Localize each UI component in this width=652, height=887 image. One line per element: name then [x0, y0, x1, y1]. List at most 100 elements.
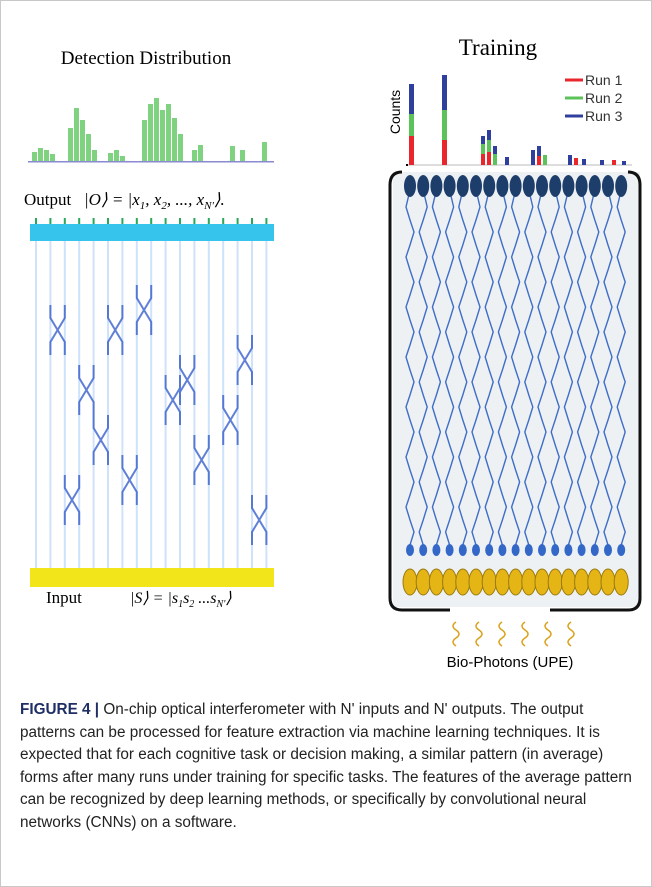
chip-waveguide [563, 189, 574, 546]
photon [498, 621, 506, 647]
input-port [524, 544, 533, 556]
chip-waveguide [405, 189, 415, 546]
chip-waveguide [418, 189, 428, 546]
chip-bracket [388, 170, 642, 612]
caption-label: FIGURE 4 | [20, 701, 100, 718]
formula-part: , ..., x [167, 190, 205, 209]
panel-title: Detection Distribution [61, 48, 232, 69]
chip-waveguide [524, 189, 534, 546]
input-port [419, 544, 428, 556]
output-label: Output [24, 190, 72, 209]
input-label: Input [46, 588, 82, 607]
input-port [590, 544, 599, 556]
detector-pin [222, 218, 225, 224]
detector-pin [265, 218, 268, 224]
output-port [588, 175, 601, 197]
output-port [509, 175, 522, 197]
formula-part: |O⟩ = |x [84, 190, 140, 209]
coupler [222, 395, 239, 445]
formula-part: ⟩. [214, 190, 225, 209]
source-port [587, 568, 603, 596]
detector-pin [164, 218, 167, 224]
input-port [406, 544, 414, 556]
input-port [617, 544, 626, 556]
chip-waveguide [603, 189, 613, 546]
input-port [577, 544, 586, 556]
coupler [251, 495, 268, 545]
output-port [575, 175, 588, 197]
legend-entry: Run 1 [585, 72, 623, 88]
source-port [534, 568, 550, 596]
panel-title: Training [459, 35, 538, 60]
detector-pin [35, 218, 37, 224]
input-port [604, 544, 612, 556]
chip-waveguide [484, 189, 494, 546]
photon [475, 621, 483, 647]
input-port [432, 544, 441, 556]
coupler [236, 335, 253, 385]
detector-pin [207, 218, 210, 224]
photon [544, 621, 552, 647]
formula-subscript: 1 [178, 599, 183, 610]
input-port [458, 544, 467, 556]
input-port [564, 544, 573, 556]
coupler [49, 305, 66, 355]
detector-pin [150, 218, 153, 224]
output-port [470, 175, 482, 197]
coupler [135, 285, 153, 335]
source-port [508, 568, 524, 596]
output-port [615, 175, 628, 197]
photon [452, 621, 460, 647]
detector-pin [78, 218, 81, 224]
detector-pin [92, 218, 95, 224]
detector-pin [179, 218, 181, 224]
input-port [445, 544, 454, 556]
detector-pin [135, 218, 138, 224]
input-port [511, 544, 520, 556]
coupler [92, 415, 109, 465]
detector-pin [107, 218, 109, 224]
detector-pin [236, 218, 239, 224]
coupler [63, 475, 81, 525]
input-port [472, 544, 480, 556]
training-histogram [406, 75, 632, 166]
coupler [179, 355, 196, 405]
output-port [562, 175, 575, 197]
output-port [430, 175, 443, 197]
source-port [481, 568, 497, 596]
bio-photons [452, 621, 575, 647]
formula-part: s [183, 590, 189, 607]
chip-waveguide [444, 189, 455, 546]
source-port [415, 568, 431, 596]
output-port [522, 175, 535, 197]
chip-waveguide [458, 189, 468, 546]
detector-pin [251, 218, 253, 224]
photon [567, 621, 575, 647]
formula-part: ...s [194, 590, 216, 607]
output-port [456, 175, 469, 197]
source-port [600, 568, 616, 596]
formula-part: ⟩ [225, 590, 232, 607]
output-port [602, 175, 614, 197]
chip-waveguide [431, 189, 442, 546]
detector-pin [121, 218, 124, 224]
chip [393, 172, 640, 607]
source-port [560, 568, 576, 596]
source-port [547, 568, 563, 596]
chip-waveguide [471, 189, 481, 546]
input-port [498, 544, 507, 556]
input-port [551, 544, 560, 556]
source-label: Bio-Photons (UPE) [447, 654, 574, 671]
source-port [455, 568, 471, 596]
caption-text: On-chip optical interferometer with N' i… [20, 701, 632, 831]
output-detectors [30, 224, 274, 241]
formula-subscript: 1 [140, 200, 146, 212]
output-port [443, 175, 456, 197]
output-port [417, 175, 430, 197]
source-port [468, 568, 484, 596]
formula-subscript: N' [203, 200, 214, 212]
output-port [549, 175, 562, 197]
detector-pin [63, 218, 66, 224]
figure: Detection Distribution Output |O⟩ = |x1,… [24, 35, 642, 671]
chip-waveguide [576, 189, 587, 546]
